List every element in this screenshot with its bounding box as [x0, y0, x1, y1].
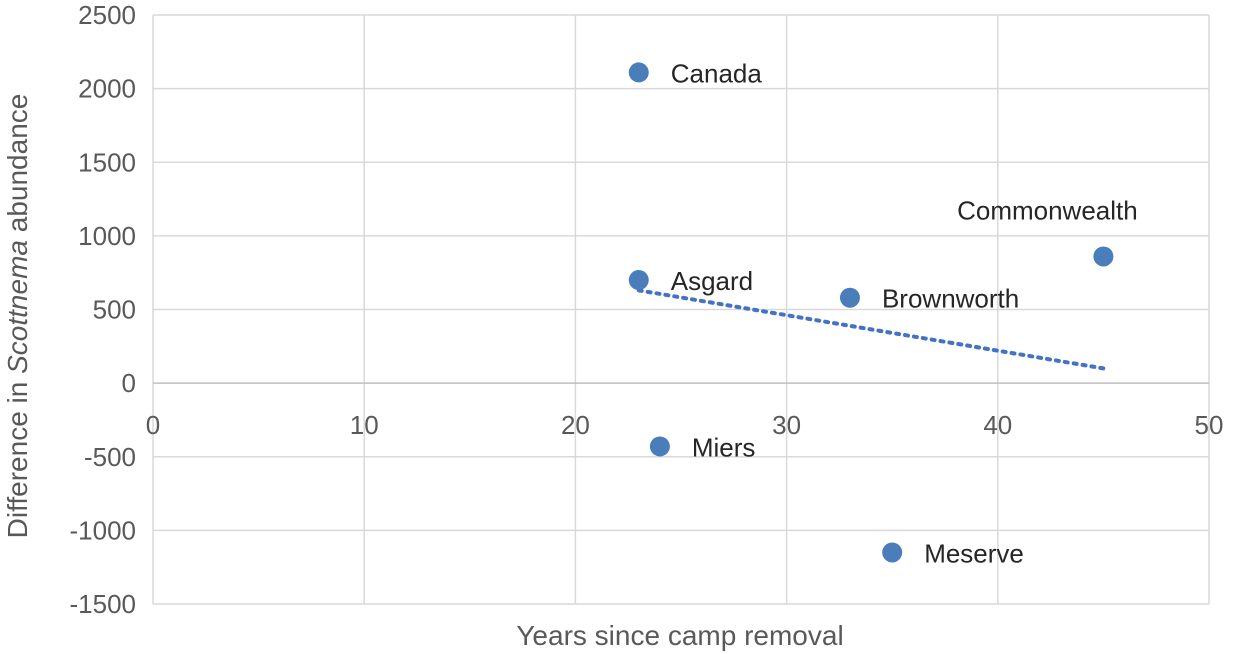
y-axis-title: Difference in Scottnema abundance — [2, 94, 33, 539]
y-axis-title-part-3: abundance — [2, 94, 33, 240]
y-axis-title-part-2: Scottnema — [2, 240, 33, 374]
axes: 2500 2000 1500 1000 500 0 -500 -1000 -1500 0 10 20 3… — [70, 0, 1224, 619]
data-points — [628, 62, 1114, 563]
point-label-brownworth: Brownworth — [882, 284, 1019, 314]
y-tick-label: -1000 — [70, 515, 137, 545]
data-point-commonwealth — [1093, 246, 1114, 267]
x-tick-label: 40 — [983, 410, 1012, 440]
data-point-brownworth — [839, 287, 860, 308]
point-labels: Canada Asgard Miers Brownworth Meserve Common… — [671, 58, 1138, 568]
point-label-commonwealth: Commonwealth — [957, 195, 1138, 225]
x-axis-title: Years since camp removal — [516, 620, 843, 651]
y-tick-label: 1500 — [78, 147, 136, 177]
point-label-meserve: Meserve — [924, 538, 1024, 568]
data-point-meserve — [882, 542, 903, 563]
y-tick-label: 0 — [122, 368, 136, 398]
y-tick-label: -500 — [84, 442, 136, 472]
data-point-asgard — [628, 270, 649, 291]
x-tick-label: 50 — [1195, 410, 1224, 440]
y-tick-label: 1000 — [78, 221, 136, 251]
point-label-asgard: Asgard — [671, 266, 753, 296]
y-tick-label: 2000 — [78, 74, 136, 104]
point-label-miers: Miers — [692, 432, 756, 462]
y-tick-label: 500 — [93, 295, 136, 325]
x-tick-label: 10 — [350, 410, 379, 440]
data-point-miers — [649, 436, 670, 457]
x-tick-label: 30 — [772, 410, 801, 440]
y-axis-title-part-1: Difference in — [2, 374, 33, 538]
data-point-canada — [628, 62, 649, 83]
trendline-group — [636, 288, 1106, 371]
point-label-canada: Canada — [671, 58, 763, 88]
y-tick-label: -1500 — [70, 589, 137, 619]
gridlines — [152, 14, 1210, 605]
trendline — [636, 288, 1106, 371]
x-tick-label: 20 — [561, 410, 590, 440]
y-tick-label: 2500 — [78, 0, 136, 30]
x-tick-label: 0 — [146, 410, 160, 440]
